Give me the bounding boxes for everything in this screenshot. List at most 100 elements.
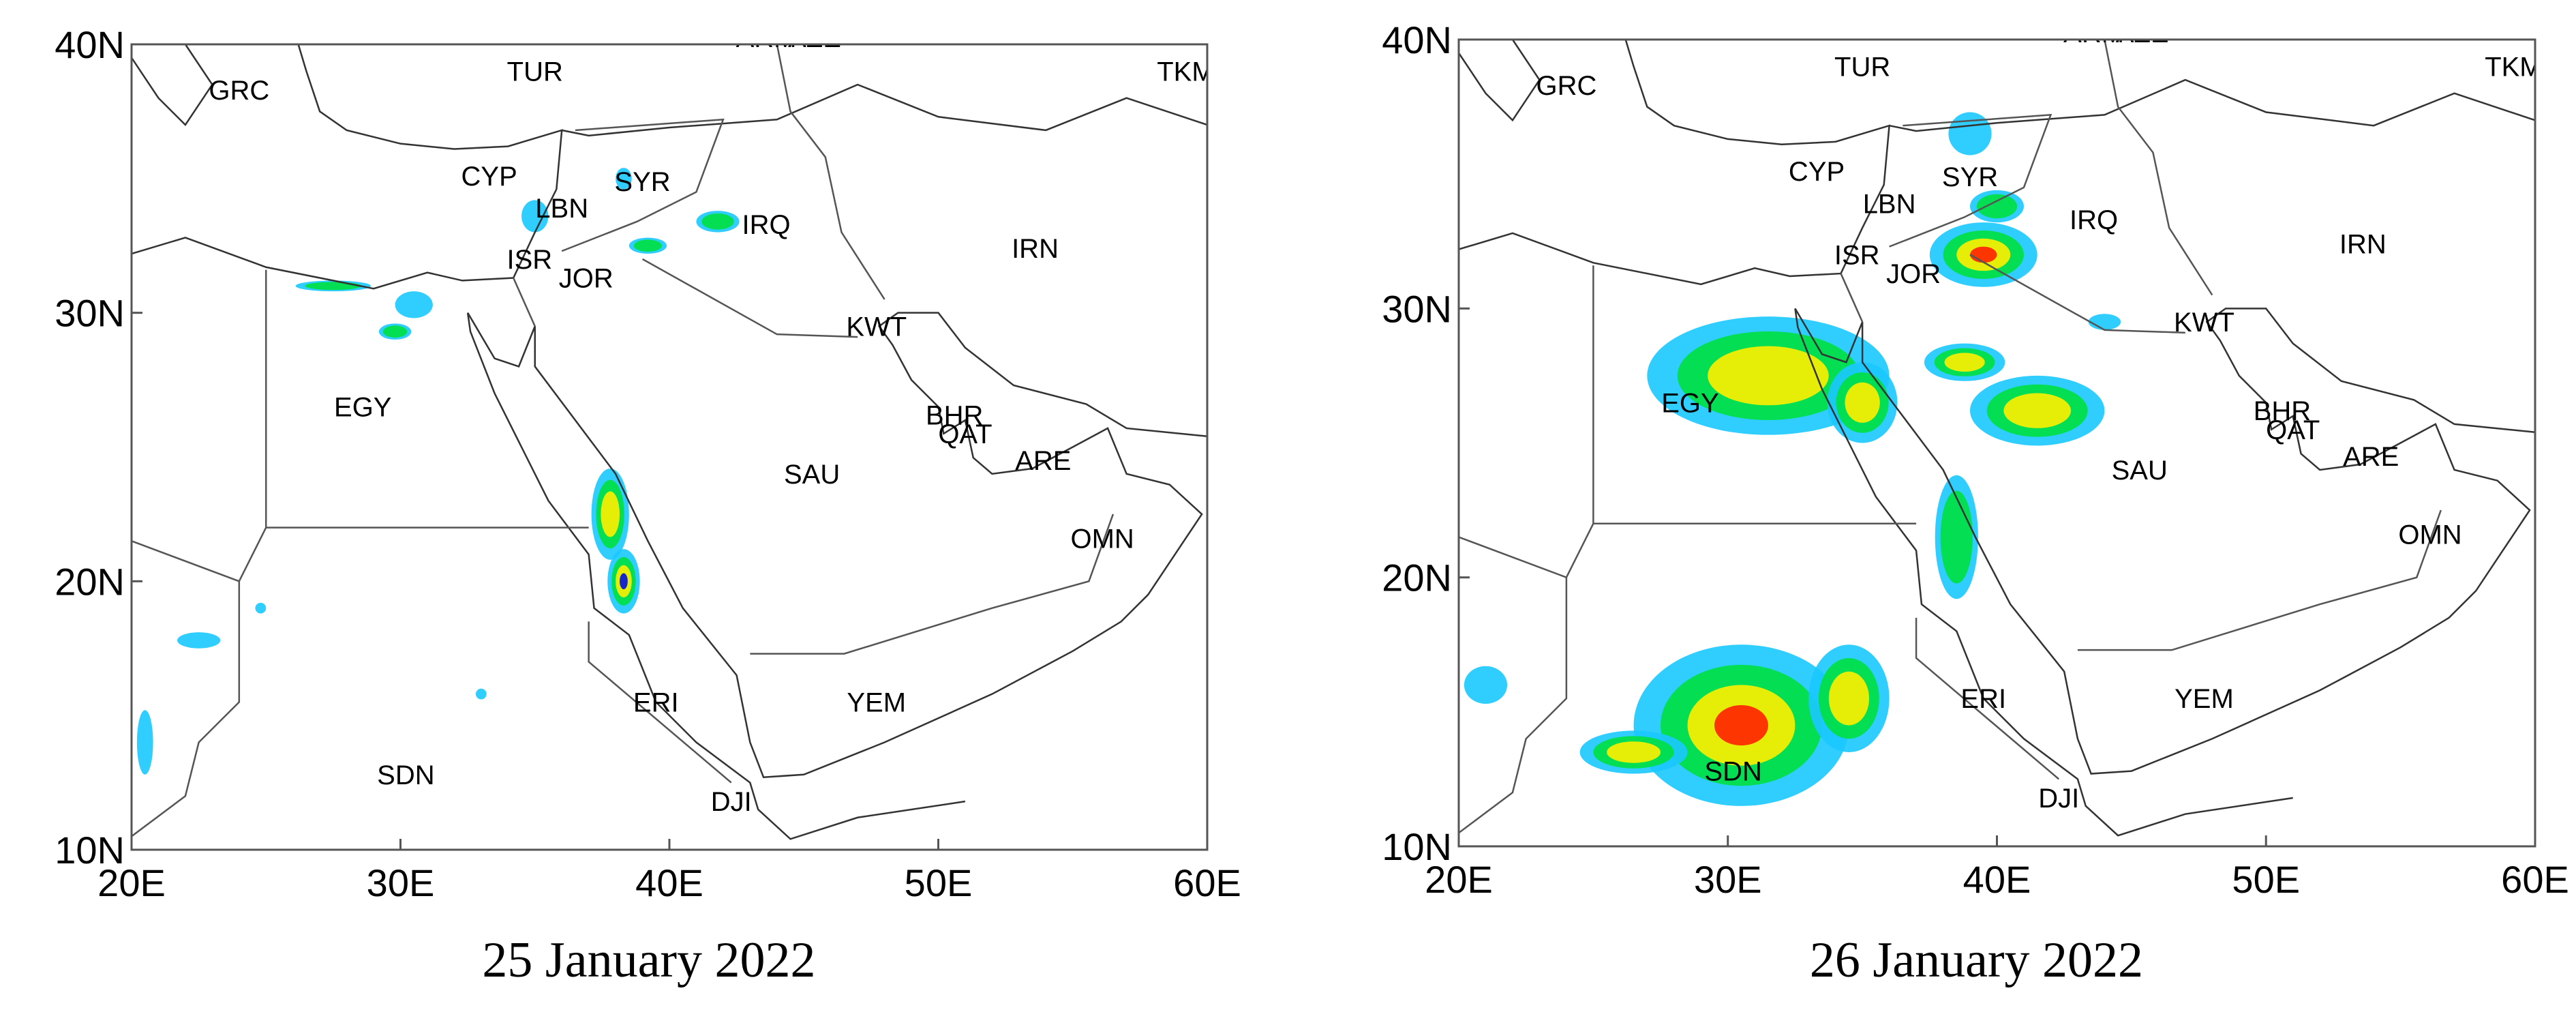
country-label: SDN	[377, 760, 434, 790]
country-label: DJI	[2038, 784, 2079, 814]
country-label: GRC	[1536, 71, 1596, 101]
rain-area	[1948, 112, 1992, 155]
rain-area	[395, 291, 433, 318]
country-label: EGY	[1661, 388, 1718, 418]
boundary	[132, 527, 267, 837]
country-label: ERI	[633, 687, 679, 717]
x-tick-label: 30E	[1694, 858, 1762, 901]
rain-area	[521, 200, 549, 233]
country-label: QAT	[938, 419, 992, 449]
boundary	[132, 44, 563, 290]
rain-area	[177, 632, 221, 649]
x-tick-label: 30E	[367, 861, 435, 904]
boundary	[1794, 308, 2293, 837]
country-label: ISR	[507, 245, 553, 275]
rain-area	[1944, 353, 1985, 372]
country-label: ISR	[1834, 240, 1880, 270]
boundary	[1861, 308, 2535, 775]
boundary	[1459, 40, 1891, 286]
y-tick-label: 10N	[1382, 825, 1452, 868]
country-label: KWT	[2174, 308, 2234, 338]
country-label: AZE	[788, 23, 841, 53]
rain-area	[601, 491, 620, 537]
y-tick-label: 20N	[55, 560, 125, 603]
rain-area	[475, 688, 487, 700]
panel-caption: 26 January 2022	[1810, 932, 2143, 988]
country-label: SYR	[1942, 162, 1998, 192]
rain-area	[1970, 246, 1997, 263]
rain-area	[305, 282, 362, 291]
boundary	[467, 312, 536, 368]
boundary	[534, 312, 1207, 779]
y-tick-label: 30N	[1382, 287, 1452, 330]
country-label: OMN	[2398, 520, 2461, 550]
boundary	[2104, 40, 2213, 296]
y-tick-label: 40N	[1382, 18, 1452, 61]
rain-area	[633, 239, 663, 252]
country-label: SYR	[614, 167, 670, 197]
country-label: JOR	[1886, 259, 1941, 289]
y-tick-label: 10N	[55, 829, 125, 872]
x-tick-label: 40E	[1963, 858, 2031, 901]
rain-area	[701, 213, 734, 230]
y-tick-label: 40N	[55, 23, 125, 66]
boundary	[1969, 254, 2185, 334]
rain-area	[620, 573, 628, 590]
country-label: TKM	[1157, 57, 1214, 87]
rain-area	[1607, 741, 1661, 763]
panel-caption: 25 January 2022	[482, 932, 815, 988]
rain-area	[1464, 666, 1508, 704]
y-tick-label: 20N	[1382, 556, 1452, 599]
x-tick-label: 40E	[635, 861, 703, 904]
rain-area	[1708, 346, 1829, 406]
rain-area	[2003, 393, 2072, 428]
boundary	[132, 44, 213, 127]
boundary	[561, 83, 1207, 137]
country-label: IRQ	[742, 210, 790, 240]
country-label: TKM	[2485, 52, 2542, 82]
boundary	[1794, 308, 1864, 363]
country-label: IRN	[1012, 234, 1059, 264]
country-label: ARE	[1015, 446, 1071, 476]
country-label: ARE	[2343, 442, 2399, 472]
country-label: ERI	[1960, 684, 2006, 714]
boundary	[1459, 40, 1541, 122]
x-tick-label: 50E	[905, 861, 973, 904]
boundary	[1889, 114, 2052, 248]
x-tick-label: 20E	[1425, 858, 1493, 901]
country-label: LBN	[535, 194, 588, 224]
country-label: QAT	[2266, 415, 2320, 445]
boundary	[1840, 273, 1864, 323]
x-tick-label: 60E	[2501, 858, 2569, 901]
country-label: GRC	[209, 76, 269, 106]
rain-area	[1940, 490, 1973, 584]
country-label: TUR	[507, 57, 563, 87]
rain-area	[136, 710, 153, 775]
country-label: AZE	[2116, 18, 2169, 48]
boundary	[466, 312, 966, 840]
x-tick-label: 50E	[2232, 858, 2300, 901]
country-label: SAU	[2112, 456, 2168, 486]
boundary	[1459, 536, 1567, 578]
boundary	[2077, 509, 2442, 651]
country-label: JOR	[559, 263, 613, 293]
boundary	[776, 44, 885, 300]
rain-area	[1845, 382, 1880, 423]
country-label: ARM	[2063, 18, 2124, 48]
country-label: IRN	[2339, 230, 2386, 260]
rain-area	[1828, 671, 1869, 726]
boundary	[750, 514, 1115, 655]
country-label: ARM	[736, 23, 797, 53]
y-tick-label: 30N	[55, 292, 125, 335]
country-label: YEM	[2175, 684, 2234, 714]
country-label: EGY	[334, 392, 391, 422]
country-label: SDN	[1704, 757, 1761, 787]
rain-area	[255, 602, 267, 614]
rain-area	[1976, 194, 2018, 219]
boundary	[513, 277, 536, 327]
country-label: OMN	[1070, 524, 1134, 554]
country-label: BHR	[2254, 396, 2311, 426]
country-label: SAU	[784, 460, 840, 490]
